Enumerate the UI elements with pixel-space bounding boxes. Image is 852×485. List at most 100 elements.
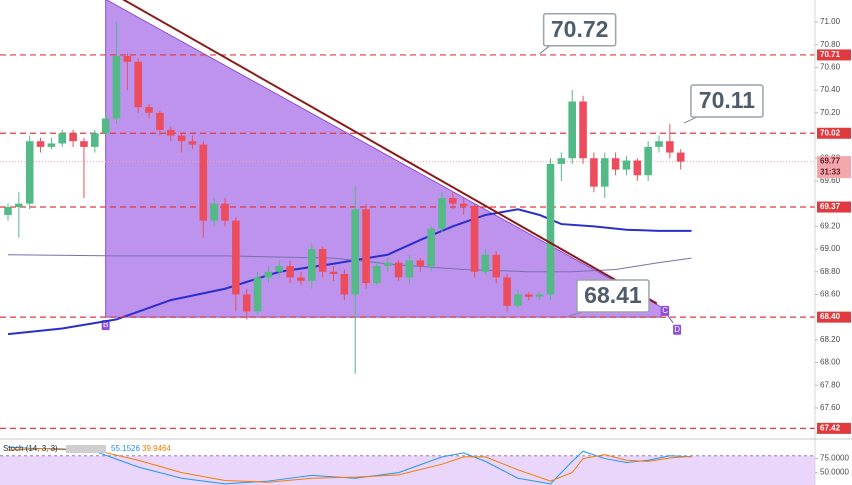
candle-body <box>166 129 175 136</box>
level-label: 68.40 <box>820 312 841 321</box>
candle-body <box>383 262 392 267</box>
stoch-y-tick-label: 75.0000 <box>820 454 849 463</box>
pattern-point-label: C <box>662 306 668 315</box>
candle-body <box>177 135 186 142</box>
level-label-box <box>817 127 851 139</box>
candle-body <box>405 260 414 278</box>
stoch-band <box>0 455 815 485</box>
y-tick-label: 69.00 <box>820 244 841 253</box>
candle-body <box>188 141 197 145</box>
pattern-point-label: D <box>674 325 680 334</box>
candle-body <box>221 203 229 221</box>
candle-body <box>373 266 381 284</box>
candle-body <box>286 266 294 278</box>
callout-pointer <box>683 116 698 124</box>
candle-body <box>676 152 685 162</box>
candle-body <box>308 249 316 281</box>
candle-body <box>156 112 164 130</box>
candle-body <box>340 274 349 295</box>
candle-body <box>394 262 403 278</box>
candle-body <box>25 141 34 204</box>
stoch-line <box>7 447 692 483</box>
stoch-d-value: 39.9464 <box>142 444 171 453</box>
candle-body <box>590 158 598 187</box>
callout-label: 70.11 <box>699 87 755 113</box>
candle-body <box>253 277 262 312</box>
y-tick-label: 68.80 <box>820 267 841 276</box>
candle-body <box>91 133 99 147</box>
stoch-title: Stoch (14, 3, 3) <box>3 444 58 453</box>
candle-body <box>362 209 370 284</box>
y-tick-label: 70.40 <box>820 85 841 94</box>
y-tick-label: 68.60 <box>820 290 841 299</box>
callout-label: 68.41 <box>584 282 642 308</box>
candle-body <box>145 107 153 113</box>
candle-body <box>264 271 273 278</box>
candle-body <box>36 141 45 147</box>
level-label: 69.37 <box>820 202 841 211</box>
candle-body <box>210 203 218 221</box>
callout-pointer <box>539 45 550 55</box>
y-tick-label: 67.60 <box>820 403 841 412</box>
stoch-icons <box>66 445 106 453</box>
candle-body <box>438 197 446 229</box>
candle-body <box>644 146 652 176</box>
callout-box <box>690 84 764 118</box>
level-label: 70.71 <box>820 50 841 59</box>
level-label: 70.02 <box>820 128 841 137</box>
candle-body <box>503 277 511 306</box>
candle-body <box>459 203 468 206</box>
candle-body <box>242 294 251 312</box>
candle-body <box>633 160 642 176</box>
candle-body <box>470 205 479 272</box>
trendline <box>122 0 658 305</box>
candle-body <box>568 101 576 159</box>
candle-body <box>427 228 435 267</box>
pattern-point-label: B <box>103 320 108 329</box>
candle-body <box>297 277 305 281</box>
y-axis: 71.0070.8070.6070.4070.2069.8069.6069.20… <box>815 17 851 477</box>
level-label-box <box>817 49 851 61</box>
candle-body <box>481 254 490 272</box>
candle-body <box>514 294 522 306</box>
y-tick-label: 69.60 <box>820 176 841 185</box>
candle-body <box>579 101 587 159</box>
candle-body <box>318 249 327 272</box>
stochastic-pane <box>0 446 815 485</box>
candle-body <box>80 141 88 147</box>
stoch-y-tick-label: 50.0000 <box>820 468 849 477</box>
candle-body <box>101 118 110 134</box>
y-tick-label: 70.80 <box>820 40 841 49</box>
y-tick-label: 68.00 <box>820 358 841 367</box>
candle-body <box>351 209 359 295</box>
candle-body <box>600 158 609 187</box>
stoch-line <box>7 446 692 485</box>
candle-body <box>123 56 132 62</box>
candle-body <box>666 141 674 153</box>
last-price-label: 69.77 <box>820 157 841 166</box>
y-tick-label: 67.80 <box>820 380 841 389</box>
y-tick-label: 69.20 <box>820 221 841 230</box>
level-label: 67.42 <box>820 423 841 432</box>
candle-body <box>557 158 566 164</box>
pattern-point-box <box>673 324 682 335</box>
candle-body <box>449 197 457 204</box>
y-tick-label: 70.60 <box>820 63 841 72</box>
candle-body <box>525 294 533 297</box>
callout-box <box>542 13 617 47</box>
callout-label: 70.72 <box>551 16 609 42</box>
callout-box <box>576 279 650 313</box>
candle-body <box>416 260 425 267</box>
plot-area: B C D 70.72 70.11 68.41 <box>0 0 815 429</box>
candle-body <box>535 294 544 297</box>
candle-body <box>199 144 208 221</box>
pattern-point-box <box>661 305 670 316</box>
candle-body <box>4 207 12 215</box>
candle-body <box>655 141 663 147</box>
level-label-box <box>817 201 851 213</box>
candle-body <box>69 133 77 142</box>
candle-body <box>47 143 56 147</box>
moving-average <box>7 254 692 273</box>
moving-average <box>7 208 692 336</box>
